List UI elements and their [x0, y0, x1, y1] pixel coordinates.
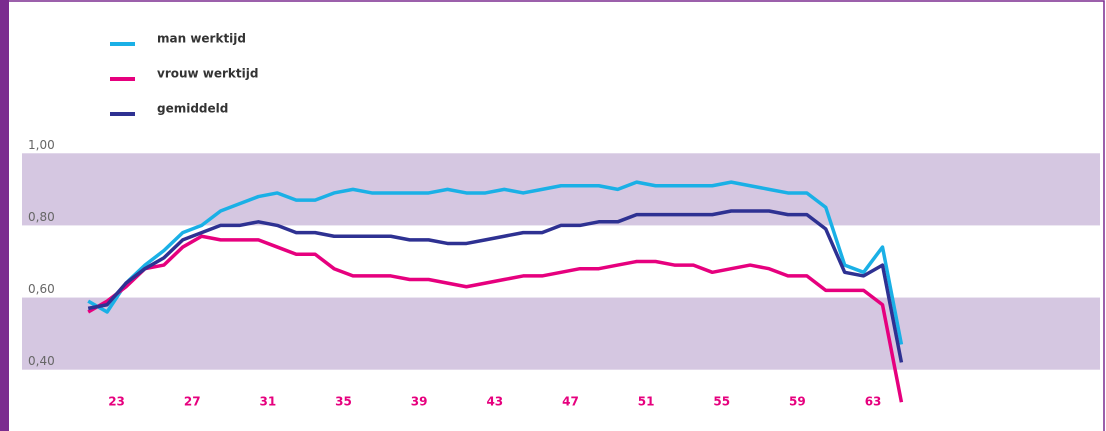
side-bar [0, 0, 9, 431]
band [22, 297, 1100, 370]
x-tick-label: 47 [562, 395, 579, 409]
band [22, 153, 1100, 226]
frame [9, 0, 1105, 431]
y-tick-label: 0,80 [28, 210, 55, 224]
x-tick-label: 35 [335, 395, 352, 409]
x-tick-label: 51 [638, 395, 655, 409]
x-tick-label: 39 [411, 395, 428, 409]
x-tick-label: 23 [108, 395, 125, 409]
x-tick-label: 59 [789, 395, 806, 409]
y-tick-label: 0,40 [28, 354, 55, 368]
x-tick-label: 31 [260, 395, 277, 409]
x-tick-label: 55 [713, 395, 730, 409]
series-line [87, 209, 904, 363]
series-line [87, 234, 904, 403]
legend-label: man werktijd [157, 32, 246, 46]
series-line [87, 180, 904, 345]
y-tick-label: 1,00 [28, 138, 55, 152]
legend-label: vrouw werktijd [157, 67, 258, 81]
legend-label: gemiddeld [157, 102, 228, 116]
x-tick-label: 63 [865, 395, 882, 409]
x-tick-label: 43 [486, 395, 503, 409]
y-tick-label: 0,60 [28, 282, 55, 296]
x-tick-label: 27 [184, 395, 201, 409]
